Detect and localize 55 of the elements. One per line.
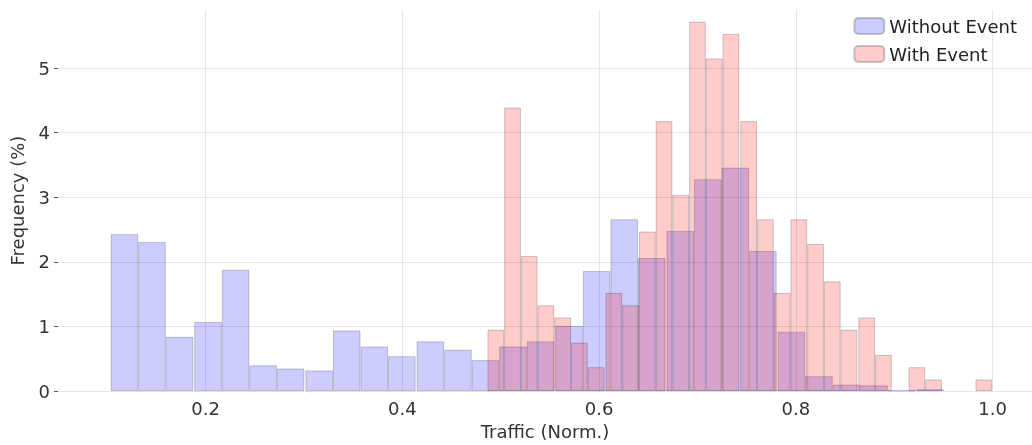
bar — [638, 231, 656, 392]
bar — [740, 121, 758, 392]
bar — [622, 305, 639, 392]
bar — [249, 365, 277, 392]
bar — [823, 281, 841, 392]
bar — [689, 21, 706, 392]
y-axis-title: Frequency (%) — [6, 135, 28, 266]
bar — [276, 368, 305, 392]
y-tick-label: 2 — [38, 251, 50, 273]
x-tick-label: 0.6 — [584, 397, 614, 419]
bar — [138, 241, 166, 392]
bar — [110, 234, 139, 392]
bar — [537, 305, 555, 392]
bar — [587, 367, 605, 392]
y-tick-label: 3 — [38, 186, 50, 208]
bar — [807, 243, 824, 392]
legend-label: With Event — [889, 43, 988, 65]
bar — [221, 269, 250, 392]
y-tick-label: 1 — [38, 316, 50, 338]
y-tick-label: 4 — [38, 122, 50, 144]
bar — [605, 292, 623, 392]
bar — [165, 336, 194, 392]
bar — [332, 330, 361, 392]
x-tick-label: 1.0 — [978, 397, 1007, 419]
bar — [416, 341, 445, 392]
y-tick-label: 0 — [38, 380, 50, 402]
bar — [975, 379, 993, 392]
bar — [875, 354, 892, 392]
bar — [840, 329, 858, 392]
bar — [672, 194, 690, 392]
y-tick-label: 5 — [38, 57, 50, 79]
bar — [858, 317, 876, 392]
bar — [908, 367, 926, 392]
bar — [444, 349, 472, 392]
bar — [722, 33, 740, 392]
bar — [388, 356, 416, 392]
bar — [554, 317, 572, 392]
bar — [925, 379, 942, 392]
bar — [790, 219, 808, 392]
x-tick-label: 0.2 — [191, 397, 220, 419]
bar — [305, 370, 333, 392]
bar — [487, 329, 505, 392]
legend-label: Without Event — [889, 15, 1018, 37]
bar — [705, 58, 723, 392]
bar — [360, 346, 389, 392]
x-tick-label: 0.8 — [781, 397, 811, 419]
bar — [194, 321, 222, 392]
bar — [571, 342, 588, 392]
x-axis-title: Traffic (Norm.) — [479, 420, 610, 442]
x-tick-label: 0.4 — [388, 397, 417, 419]
bar — [757, 219, 774, 392]
bar — [504, 107, 521, 392]
bar — [520, 256, 538, 392]
bar — [655, 121, 673, 392]
bar — [773, 292, 791, 392]
